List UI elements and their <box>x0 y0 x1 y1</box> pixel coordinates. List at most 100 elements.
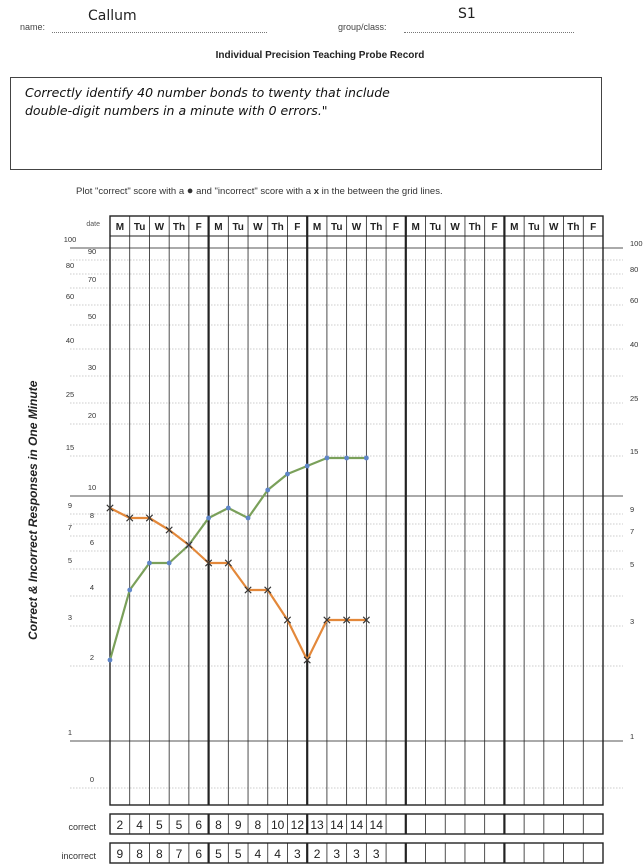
incorrect-point <box>185 541 193 549</box>
correct-cell: 13 <box>310 818 324 832</box>
date-label: date <box>86 221 100 228</box>
incorrect-line <box>109 507 367 662</box>
correct-cell: 14 <box>330 818 344 832</box>
correct-point <box>107 657 113 663</box>
correct-row-label: correct <box>68 822 96 832</box>
day-label: F <box>196 222 202 233</box>
day-label: F <box>590 222 596 233</box>
day-label: M <box>411 222 419 233</box>
incorrect-point <box>165 526 173 534</box>
y-tick-label: 20 <box>88 411 96 420</box>
y-tick-label: 40 <box>66 336 74 345</box>
incorrect-point <box>283 616 292 624</box>
dot-symbol: ● <box>186 185 194 197</box>
correct-cell: 5 <box>176 818 183 832</box>
correct-point <box>324 455 330 461</box>
objective-line-2: double-digit numbers in a minute with 0 … <box>25 103 328 118</box>
y-tick-label: 6 <box>90 538 94 547</box>
day-label: M <box>313 222 321 233</box>
y-tick-label: 2 <box>90 653 94 662</box>
day-label: Tu <box>232 222 243 233</box>
correct-cell: 10 <box>271 818 285 832</box>
incorrect-point <box>205 559 213 567</box>
y-tick-label: 3 <box>68 613 72 622</box>
correct-cell: 8 <box>215 818 222 832</box>
y-tick-label: 80 <box>66 261 74 270</box>
day-label: Th <box>370 222 382 233</box>
incorrect-cell: 3 <box>333 847 340 861</box>
y-tick-label: 90 <box>88 247 96 256</box>
y-tick-label-right: 40 <box>630 340 638 349</box>
y-tick-label-right: 60 <box>630 296 638 305</box>
y-tick-label-right: 5 <box>630 560 634 569</box>
correct-point <box>225 505 231 511</box>
objective-box: Correctly identify 40 number bonds to tw… <box>10 77 602 170</box>
instruction-part-1: Plot "correct" score with a <box>76 186 185 197</box>
chart-frame <box>109 215 604 806</box>
y-tick-label: 8 <box>90 511 94 520</box>
incorrect-point <box>343 616 351 624</box>
incorrect-cell: 5 <box>215 847 222 861</box>
instruction-part-3: in the between the grid lines. <box>321 186 443 197</box>
incorrect-cell: 4 <box>255 847 262 861</box>
incorrect-point <box>106 504 114 512</box>
y-tick-label: 25 <box>66 390 74 399</box>
day-label: M <box>214 222 222 233</box>
incorrect-cell: 8 <box>156 847 163 861</box>
correct-cell: 14 <box>350 818 364 832</box>
incorrect-point <box>224 559 232 567</box>
plot-instructions: Plot "correct" score with a ● and "incor… <box>76 185 443 197</box>
name-value: Callum <box>88 8 137 24</box>
day-label: W <box>352 222 362 233</box>
day-label: M <box>510 222 518 233</box>
x-symbol: x <box>313 186 319 197</box>
incorrect-point <box>264 586 272 594</box>
day-label: W <box>155 222 165 233</box>
incorrect-point <box>323 616 331 624</box>
incorrect-row <box>109 842 604 864</box>
incorrect-cell: 7 <box>176 847 183 861</box>
correct-point <box>206 515 212 521</box>
day-label: M <box>116 222 124 233</box>
incorrect-point <box>126 514 134 522</box>
correct-cell: 8 <box>255 818 262 832</box>
y-tick-label: 30 <box>88 363 96 372</box>
incorrect-point <box>244 586 252 594</box>
day-label: W <box>549 222 559 233</box>
correct-line <box>108 456 367 661</box>
y-tick-label-right: 25 <box>630 394 638 403</box>
correct-point <box>363 455 369 461</box>
y-tick-label: 5 <box>68 556 72 565</box>
group-line <box>404 32 574 33</box>
day-label: W <box>450 222 460 233</box>
name-line <box>52 32 267 33</box>
correct-cell: 12 <box>291 818 305 832</box>
incorrect-point <box>362 616 370 624</box>
correct-point <box>304 463 310 469</box>
y-tick-label-right: 100 <box>630 239 643 248</box>
correct-point <box>344 455 350 461</box>
y-tick-label: 50 <box>88 312 96 321</box>
correct-point <box>285 471 290 477</box>
incorrect-point <box>145 514 154 522</box>
incorrect-cell: 5 <box>235 847 242 861</box>
y-tick-label: 4 <box>90 583 94 592</box>
y-tick-label: 7 <box>68 523 72 532</box>
day-label: F <box>294 222 300 233</box>
day-label: Th <box>173 222 185 233</box>
day-label: W <box>253 222 263 233</box>
correct-cell: 6 <box>195 818 202 832</box>
incorrect-cell: 2 <box>314 847 321 861</box>
day-label: F <box>393 222 399 233</box>
day-label: F <box>491 222 497 233</box>
incorrect-cell: 3 <box>373 847 380 861</box>
incorrect-point <box>303 656 311 664</box>
y-tick-label: 15 <box>66 443 74 452</box>
day-label: Tu <box>331 222 342 233</box>
correct-cell: 2 <box>117 818 124 832</box>
y-tick-label: 0 <box>90 775 94 784</box>
y-tick-label-right: 7 <box>630 527 634 536</box>
correct-cell: 5 <box>156 818 163 832</box>
incorrect-row-label: incorrect <box>61 851 96 861</box>
